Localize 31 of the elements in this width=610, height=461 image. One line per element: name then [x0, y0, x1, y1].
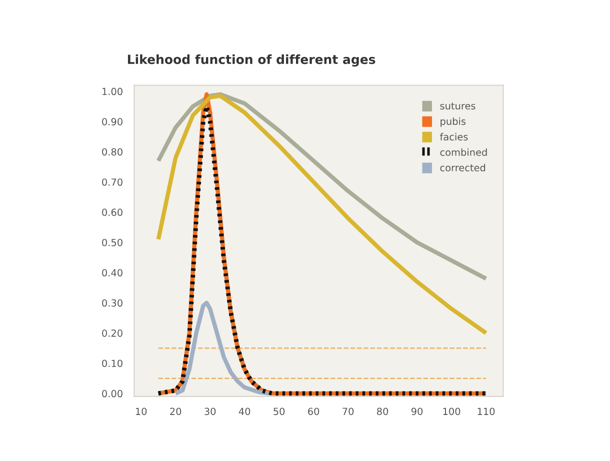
y-tick-label: 0.10	[102, 360, 122, 368]
y-tick-label: 0.00	[102, 390, 122, 398]
y-tick-label: 0.80	[102, 148, 122, 156]
x-tick-label: 110	[478, 408, 495, 416]
x-tick-label: 10	[136, 408, 147, 416]
x-tick-label: 40	[238, 408, 250, 416]
x-tick-label: 60	[308, 408, 320, 416]
line-series	[156, 94, 488, 336]
y-tick-label: 1.00	[102, 88, 122, 96]
x-tick-label: 100	[443, 408, 460, 416]
y-tick-label: 0.70	[102, 178, 122, 186]
legend-label: corrected	[440, 164, 486, 172]
y-tick-label: 0.60	[102, 208, 122, 216]
x-tick-label: 70	[342, 408, 354, 416]
y-tick-label: 0.40	[102, 269, 122, 276]
line-series	[156, 92, 488, 281]
legend-label: pubis	[440, 117, 466, 127]
line-series	[174, 300, 271, 396]
legend-label: facies	[440, 132, 468, 140]
y-tick-label: 0.50	[102, 238, 122, 246]
legend-label: sutures	[440, 102, 476, 110]
chart-title: Likehood function of different ages	[128, 54, 376, 67]
legend-label: combined	[440, 148, 487, 156]
y-tick-label: 0.20	[102, 329, 122, 337]
y-tick-label: 0.30	[102, 299, 122, 307]
x-tick-label: 30	[204, 408, 216, 416]
x-tick-label: 50	[274, 408, 285, 416]
x-tick-label: 80	[377, 408, 388, 416]
y-tick-label: 0.90	[102, 118, 122, 126]
x-tick-label: 20	[170, 408, 182, 416]
x-tick-label: 90	[411, 408, 423, 416]
